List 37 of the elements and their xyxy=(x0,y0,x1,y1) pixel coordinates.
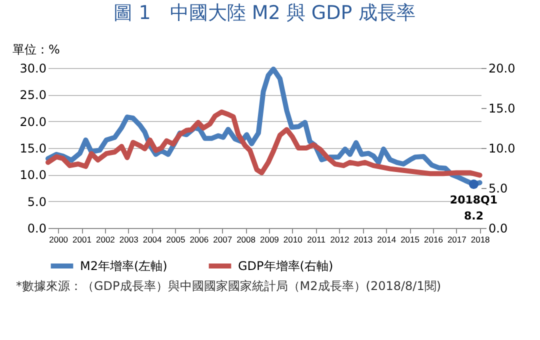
legend-label: GDP年增率(右軸) xyxy=(238,259,334,273)
y-tick-label: 15.0 xyxy=(20,142,46,156)
x-tick-label: 2000 xyxy=(49,234,68,244)
x-tick-label: 2001 xyxy=(72,234,92,244)
x-tick-label: 2004 xyxy=(142,234,162,244)
x-tick-label: 2008 xyxy=(236,234,256,244)
x-tick-label: 2003 xyxy=(119,234,139,244)
x-tick-label: 2012 xyxy=(330,234,350,244)
y2-tick-label: 0.0 xyxy=(488,222,508,236)
y2-tick-label: 20.0 xyxy=(488,62,516,76)
legend-label: M2年增率(左軸) xyxy=(80,259,168,273)
x-tick-label: 2018 xyxy=(470,234,490,244)
x-tick-label: 2006 xyxy=(190,234,209,244)
y2-tick-label: 15.0 xyxy=(488,102,516,116)
x-tick-label: 2011 xyxy=(307,234,326,244)
x-tick-label: 2005 xyxy=(166,234,186,244)
annotation: 2018Q1 8.2 xyxy=(450,193,498,222)
x-tick-label: 2015 xyxy=(400,234,420,244)
y-tick-label: 0.0 xyxy=(27,222,46,236)
x-tick-label: 2002 xyxy=(96,234,116,244)
y-tick-label: 5.0 xyxy=(27,194,46,209)
x-tick-label: 2009 xyxy=(260,234,280,244)
y-axis-title: 單位：% xyxy=(12,42,60,56)
x-tick-label: 2010 xyxy=(283,234,303,244)
y-tick-label: 25.0 xyxy=(20,88,46,102)
y-tick-label: 30.0 xyxy=(20,62,46,76)
y-tick-label: 10.0 xyxy=(20,168,46,182)
x-tick-label: 2017 xyxy=(447,234,467,244)
x-tick-label: 2013 xyxy=(354,234,373,244)
x-tick-label: 2016 xyxy=(424,234,444,244)
y2-tick-label: 5.0 xyxy=(488,182,508,196)
x-tick-label: 2014 xyxy=(377,234,396,244)
y2-tick-label: 10.0 xyxy=(488,142,516,156)
y-tick-label: 20.0 xyxy=(20,114,46,129)
x-tick-label: 2007 xyxy=(213,234,232,244)
text: *數據來源：（GDP成長率）與中國國家國家統計局（M2成長率）(2018/8/1閱) xyxy=(16,278,442,294)
chart-title: 圖 1 中國大陸 M2 與 GDP 成長率 xyxy=(114,2,416,24)
